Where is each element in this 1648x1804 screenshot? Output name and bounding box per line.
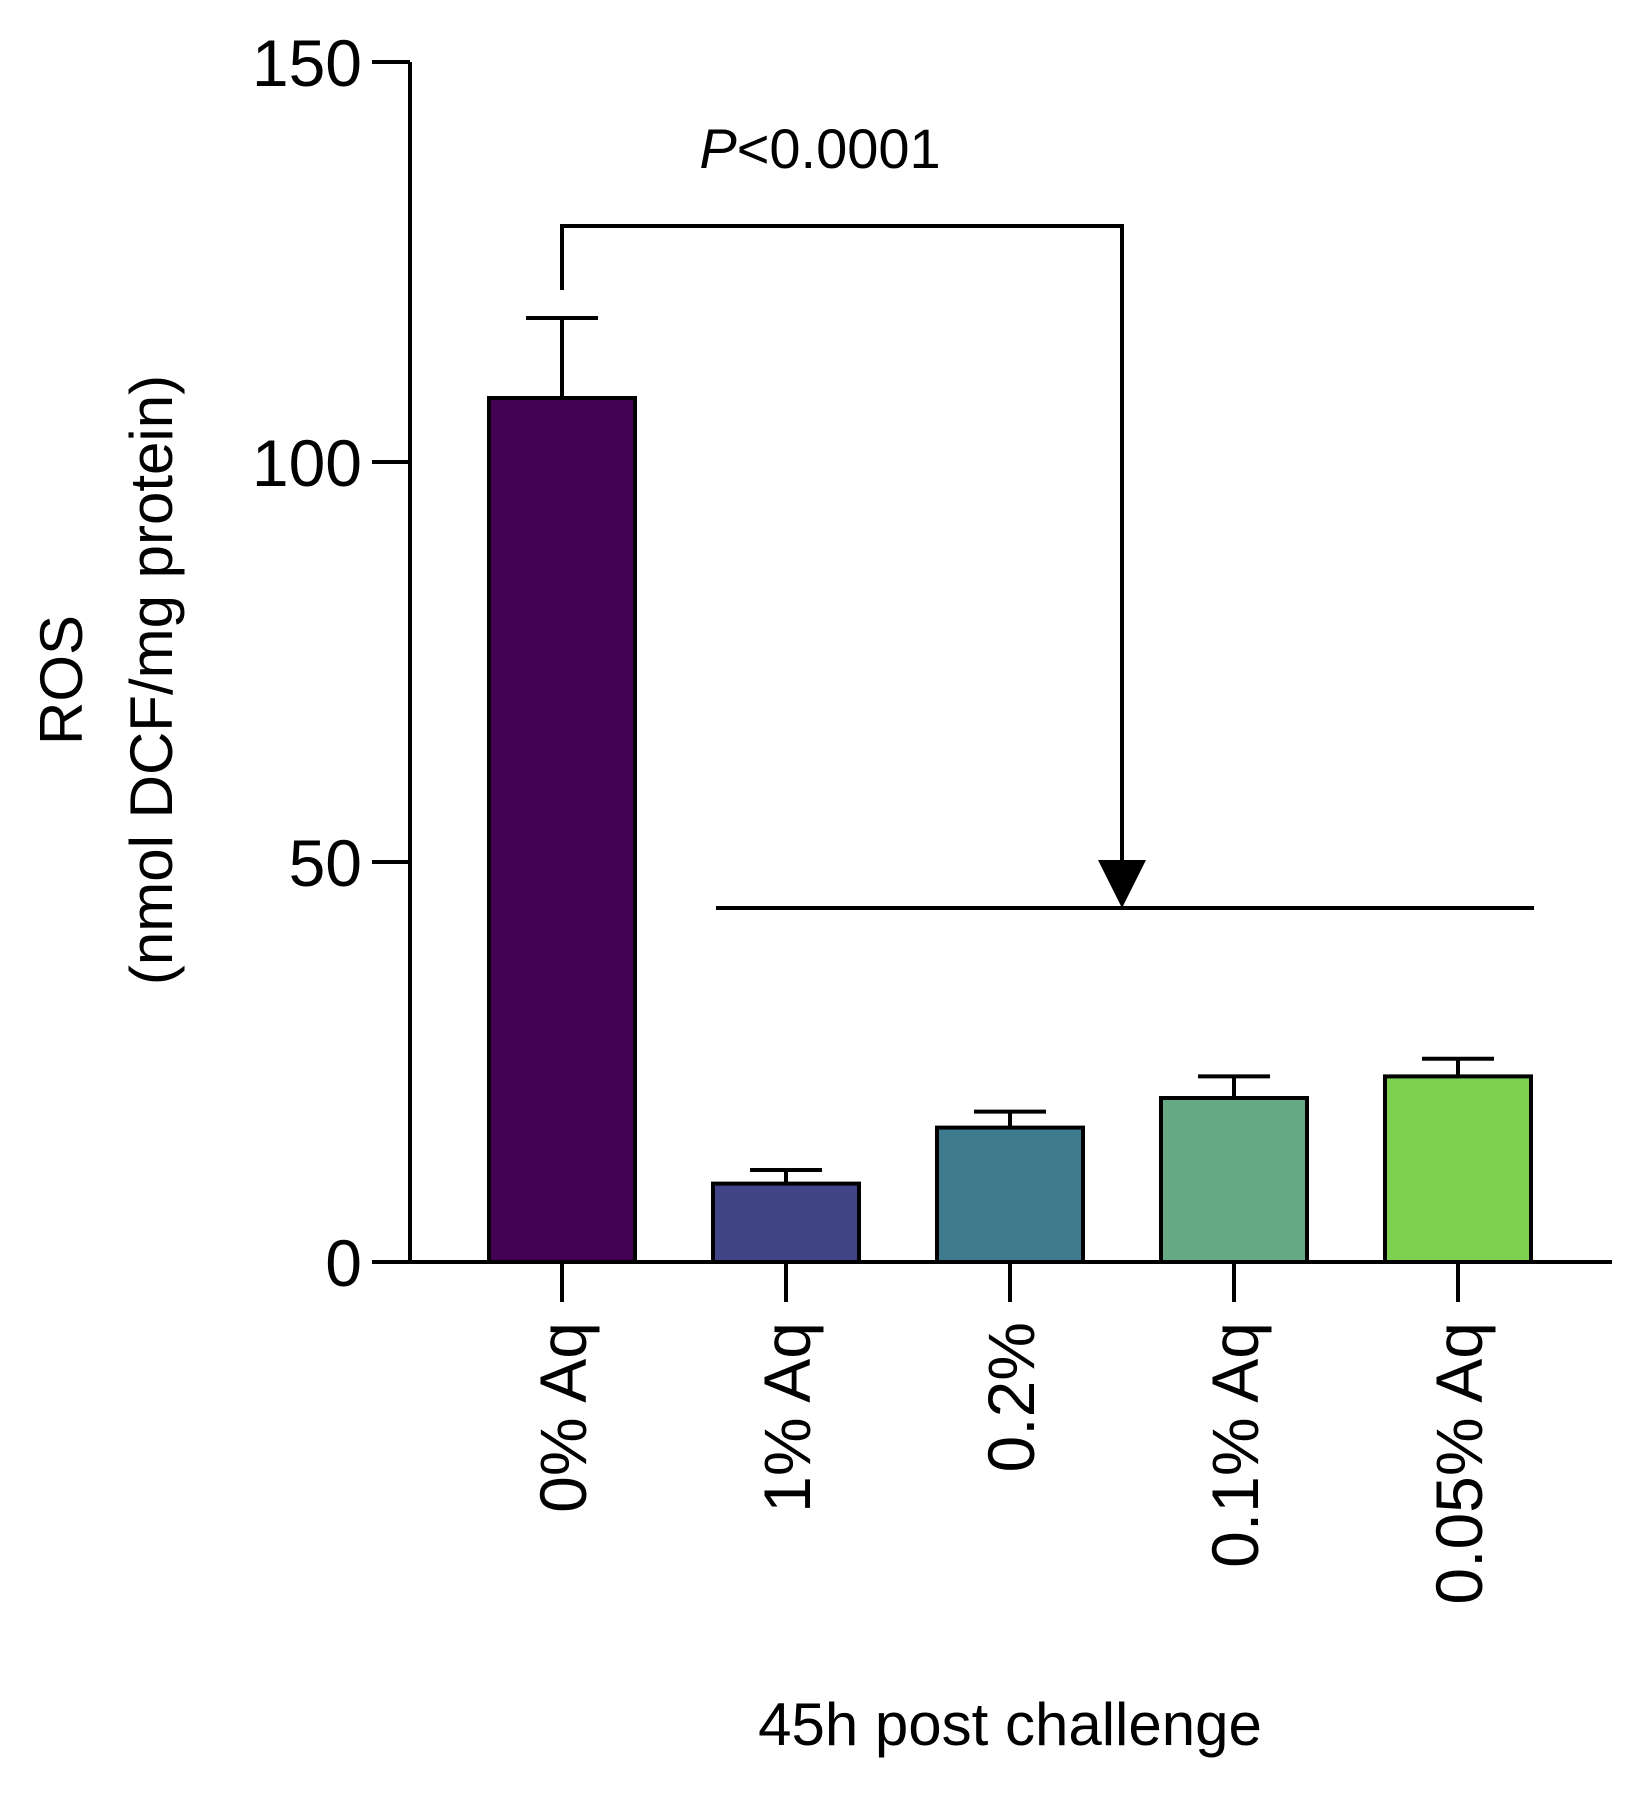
x-tick-label: 0.1% Aq xyxy=(1198,1322,1272,1568)
x-tick-label-group: 1% Aq xyxy=(750,1322,824,1513)
p-value-symbol: P xyxy=(699,117,736,180)
x-tick-label-group: 0.05% Aq xyxy=(1422,1322,1496,1605)
y-axis-title-line2: (nmol DCF/mg protein) xyxy=(118,375,185,985)
y-tick-label: 50 xyxy=(289,826,362,900)
significance-bracket xyxy=(560,224,1124,865)
y-tick-label: 150 xyxy=(252,26,362,100)
arrowhead-icon xyxy=(1098,860,1146,908)
x-axis-title: 45h post challenge xyxy=(758,1691,1262,1758)
x-tick-label-group: 0.1% Aq xyxy=(1198,1322,1272,1568)
y-axis-title-line1: ROS xyxy=(28,615,95,745)
bars xyxy=(487,316,1533,1265)
y-ticks: 0 50 100 150 xyxy=(252,26,410,1300)
p-value-label: P<0.0001 xyxy=(699,117,940,180)
x-tick-label: 0% Aq xyxy=(526,1322,600,1513)
bar xyxy=(487,396,637,1264)
y-tick-label: 100 xyxy=(252,426,362,500)
x-tick-label: 0.2% xyxy=(974,1322,1048,1472)
bar xyxy=(1159,1096,1309,1264)
bar xyxy=(711,1181,861,1264)
x-tick-label-group: 0% Aq xyxy=(526,1322,600,1513)
bar xyxy=(935,1125,1085,1264)
p-value-text: <0.0001 xyxy=(737,117,941,180)
significance-annotation xyxy=(560,224,1534,910)
x-ticks: 0% Aq 1% Aq 0.2% 0.1% Aq 0.05% Aq xyxy=(526,1262,1496,1605)
bar xyxy=(1383,1074,1533,1265)
x-tick-label-group: 0.2% xyxy=(974,1322,1048,1472)
x-tick-label: 1% Aq xyxy=(750,1322,824,1513)
y-tick-label: 0 xyxy=(325,1226,362,1300)
x-tick-label: 0.05% Aq xyxy=(1422,1322,1496,1605)
